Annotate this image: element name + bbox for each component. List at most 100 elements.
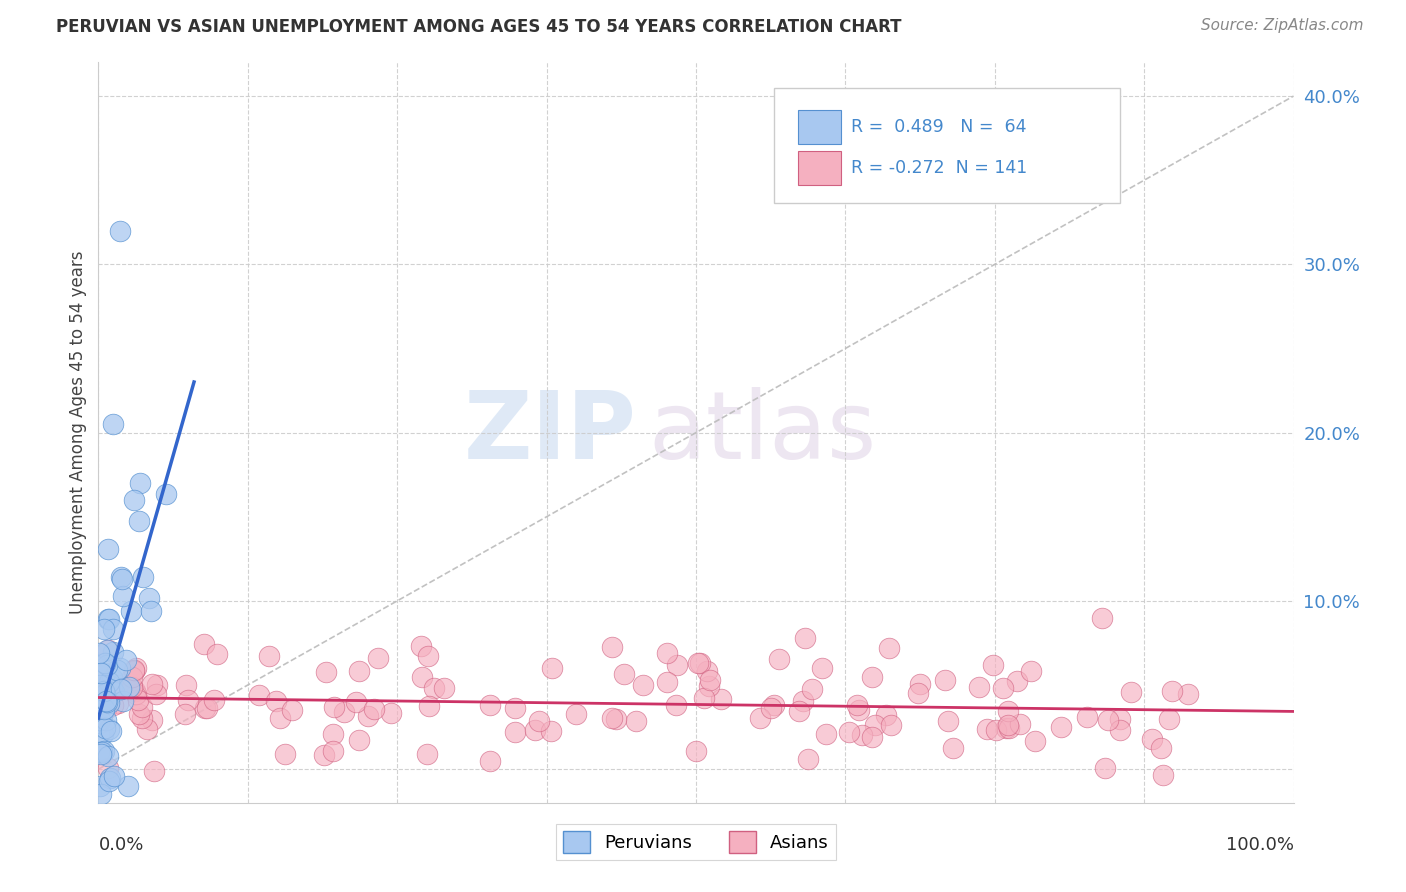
Point — [93, 702, 115, 716]
Point — [367, 650, 389, 665]
Point — [89, 678, 111, 692]
Point — [193, 638, 215, 652]
Point — [1150, 740, 1173, 755]
Point — [89, 716, 111, 731]
Point — [314, 747, 336, 762]
Point — [93, 702, 115, 716]
Point — [697, 679, 720, 693]
Point — [692, 691, 714, 706]
Point — [315, 665, 337, 680]
Point — [862, 731, 884, 745]
Point — [122, 663, 145, 677]
Point — [131, 711, 153, 725]
Point — [257, 649, 280, 664]
Point — [423, 681, 446, 695]
Point — [793, 631, 815, 645]
Point — [146, 677, 169, 691]
Point — [90, 697, 112, 711]
Point — [94, 694, 117, 708]
Point — [976, 722, 998, 736]
Point — [967, 680, 990, 694]
Point — [94, 702, 117, 716]
Point — [811, 661, 834, 675]
Point — [202, 693, 225, 707]
Point — [699, 673, 721, 687]
Point — [600, 711, 623, 725]
Point — [97, 761, 120, 775]
Point — [792, 694, 814, 708]
Point — [1109, 712, 1132, 726]
Text: PERUVIAN VS ASIAN UNEMPLOYMENT AMONG AGES 45 TO 54 YEARS CORRELATION CHART: PERUVIAN VS ASIAN UNEMPLOYMENT AMONG AGE… — [56, 18, 901, 36]
Point — [98, 771, 122, 785]
Point — [101, 645, 124, 659]
Point — [523, 723, 546, 738]
Point — [602, 640, 624, 654]
Point — [860, 669, 883, 683]
Point — [90, 702, 112, 716]
Point — [846, 698, 869, 712]
Point — [848, 703, 870, 717]
Point — [89, 726, 111, 740]
Point — [125, 661, 148, 675]
Point — [110, 661, 132, 675]
Point — [122, 664, 145, 678]
Point — [125, 687, 148, 701]
Point — [995, 721, 1018, 735]
Point — [141, 713, 163, 727]
Y-axis label: Unemployment Among Ages 45 to 54 years: Unemployment Among Ages 45 to 54 years — [69, 251, 87, 615]
Point — [357, 708, 380, 723]
Point — [1109, 723, 1132, 737]
Point — [176, 693, 198, 707]
Point — [89, 713, 111, 727]
Point — [1094, 761, 1116, 775]
Point — [112, 694, 135, 708]
Point — [110, 570, 132, 584]
Point — [110, 681, 132, 696]
Point — [908, 677, 931, 691]
Point — [763, 698, 786, 712]
Point — [503, 701, 526, 715]
Point — [997, 704, 1019, 718]
Point — [540, 723, 562, 738]
Point — [997, 717, 1019, 731]
Point — [696, 664, 718, 678]
Point — [333, 705, 356, 719]
Point — [114, 653, 136, 667]
Point — [121, 670, 143, 684]
Point — [89, 700, 111, 714]
Point — [986, 723, 1008, 738]
Point — [347, 733, 370, 747]
Point — [141, 604, 163, 618]
Point — [998, 721, 1021, 735]
Point — [411, 670, 433, 684]
Point — [418, 648, 440, 663]
FancyBboxPatch shape — [773, 88, 1121, 203]
Point — [657, 675, 679, 690]
Legend: Peruvians, Asians: Peruvians, Asians — [555, 824, 837, 861]
Point — [631, 678, 654, 692]
Point — [93, 665, 115, 680]
Point — [880, 718, 903, 732]
Point — [97, 722, 120, 736]
Point — [118, 681, 141, 695]
Point — [1008, 716, 1031, 731]
Point — [613, 667, 636, 681]
Point — [344, 695, 367, 709]
Point — [94, 656, 117, 670]
Point — [124, 492, 146, 507]
Text: Source: ZipAtlas.com: Source: ZipAtlas.com — [1201, 18, 1364, 33]
Point — [1021, 664, 1043, 678]
Point — [129, 476, 152, 491]
Point — [90, 666, 112, 681]
Point — [143, 764, 166, 778]
Point — [411, 640, 433, 654]
Point — [94, 721, 117, 735]
Point — [322, 743, 344, 757]
Point — [174, 707, 197, 722]
Point — [1121, 685, 1143, 699]
Point — [93, 687, 115, 701]
Point — [93, 622, 115, 636]
Point — [1177, 687, 1199, 701]
Point — [759, 701, 782, 715]
Point — [93, 744, 115, 758]
